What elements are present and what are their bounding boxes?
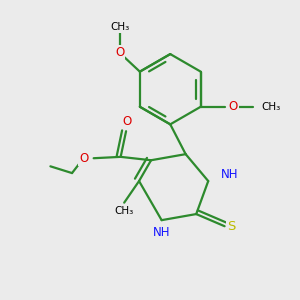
Text: S: S (227, 220, 236, 233)
Text: O: O (79, 152, 88, 165)
Text: CH₃: CH₃ (262, 102, 281, 112)
Text: CH₃: CH₃ (110, 22, 129, 32)
Text: O: O (115, 46, 124, 59)
Text: O: O (228, 100, 238, 113)
Text: NH: NH (153, 226, 170, 239)
Text: CH₃: CH₃ (115, 206, 134, 216)
Text: O: O (123, 115, 132, 128)
Text: NH: NH (220, 168, 238, 181)
